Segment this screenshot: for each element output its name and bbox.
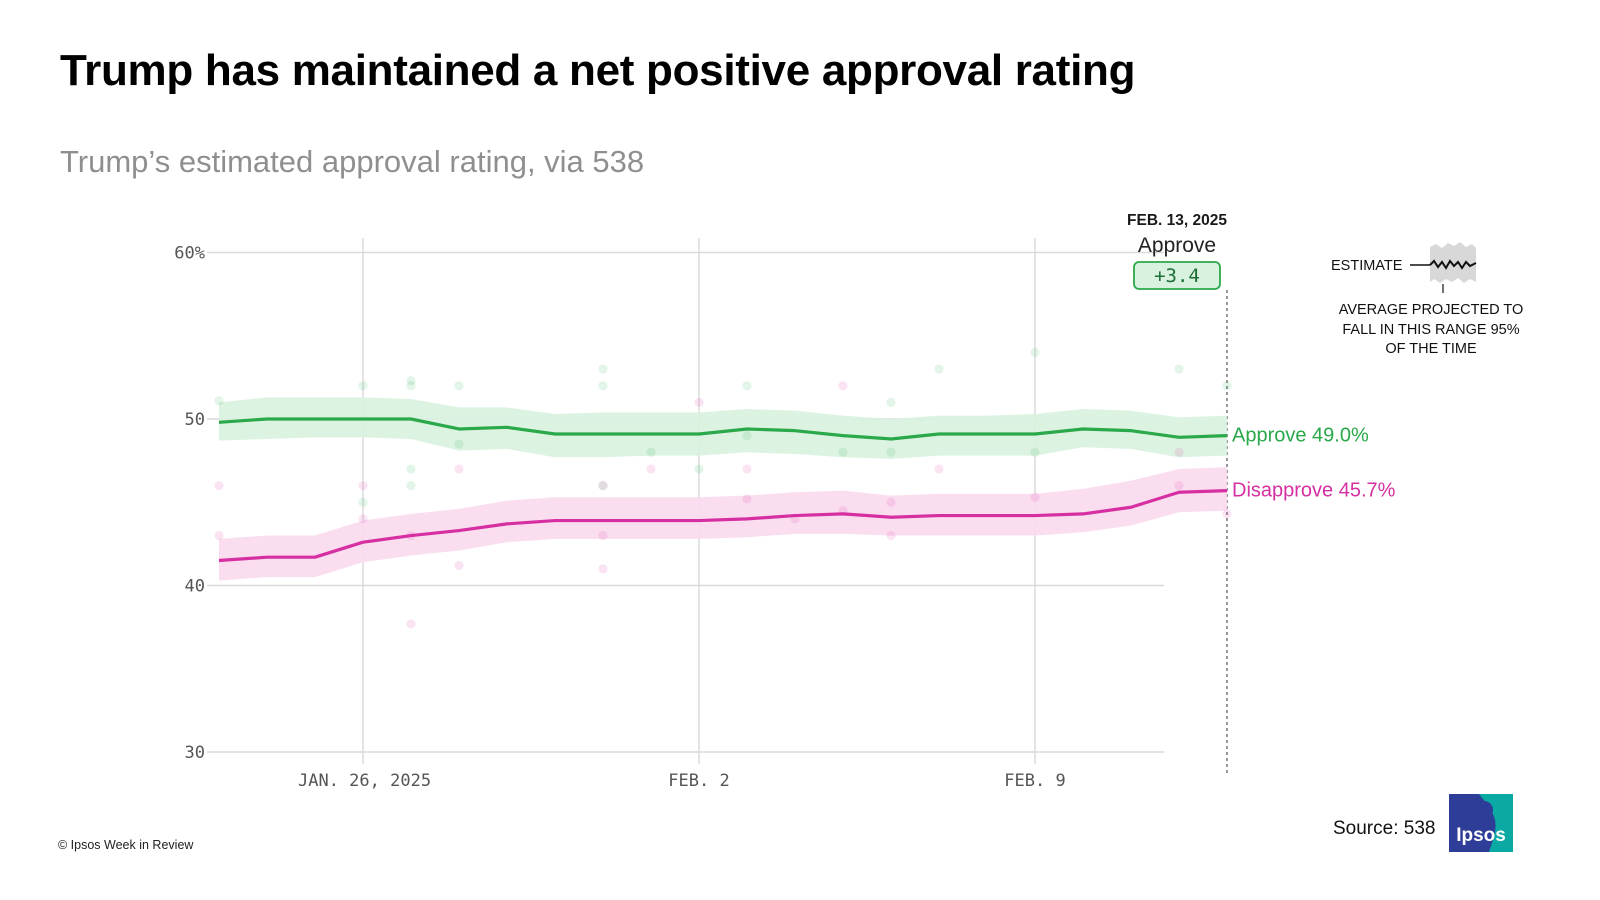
current-date-marker: FEB. 13, 2025 Approve +3.4 [1127, 212, 1227, 290]
approve-poll-point [742, 381, 752, 391]
disapprove-end-label: Disapprove 45.7% [1232, 480, 1396, 502]
approve-poll-point [694, 464, 704, 474]
page-subtitle: Trump’s estimated approval rating, via 5… [60, 144, 645, 179]
y-tick-label: 50 [185, 410, 205, 430]
disapprove-poll-point [454, 560, 464, 571]
disapprove-poll-point [694, 397, 704, 407]
approve-poll-point [1030, 447, 1040, 457]
disapprove-range-band [219, 467, 1227, 581]
marker-date-label: FEB. 13, 2025 [1127, 212, 1227, 229]
disapprove-poll-point [742, 494, 752, 504]
approve-poll-point [1222, 381, 1232, 391]
ipsos-logo-text: Ipsos [1456, 825, 1506, 846]
y-tick-label: 40 [185, 577, 205, 597]
marker-series-label: Approve [1138, 234, 1216, 257]
approve-poll-point [358, 497, 368, 507]
disapprove-poll-point [886, 497, 896, 507]
copyright-notice: © Ipsos Week in Review [58, 838, 194, 852]
approve-line [218, 417, 1228, 441]
approve-poll-point [214, 396, 224, 406]
poll-layer [214, 347, 1232, 629]
disapprove-poll-point [1222, 509, 1232, 519]
band-layer [219, 397, 1227, 581]
disapprove-poll-point [742, 464, 752, 474]
marker-net-box [1133, 261, 1221, 290]
x-tick-label: FEB. 9 [1004, 771, 1065, 791]
approve-poll-point [886, 447, 896, 457]
approve-poll-point [406, 376, 416, 386]
disapprove-poll-point [1030, 492, 1040, 502]
disapprove-poll-point [1174, 481, 1184, 491]
approve-poll-point [454, 439, 464, 449]
approve-range-band [219, 397, 1227, 459]
approve-end-label: Approve 49.0% [1232, 425, 1369, 447]
approve-poll-point [598, 481, 608, 491]
legend-range-band [1430, 242, 1476, 283]
y-tick-label: 30 [185, 743, 205, 763]
x-tick-label: FEB. 2 [668, 771, 729, 791]
legend-estimate-label: ESTIMATE [1331, 258, 1403, 274]
approve-poll-point [454, 381, 464, 391]
x-tick-label: JAN. 26, 2025 [298, 771, 431, 791]
approve-poll-point [598, 381, 608, 391]
label-layer: 60% 50 40 30 JAN. 26, 2025 FEB. 2 FEB. 9 Approv… [174, 244, 1395, 792]
page-title: Trump has maintained a net positive appr… [60, 46, 1136, 95]
approve-poll-point [646, 447, 656, 457]
estimate-legend: ESTIMATE AVERAGE PROJECTED TO FALL IN TH… [1331, 242, 1523, 357]
approve-poll-point [886, 397, 896, 407]
marker-net-label: +3.4 [1154, 265, 1200, 287]
disapprove-poll-point [598, 564, 608, 574]
y-tick-label: 60% [174, 244, 205, 264]
approve-poll-point [934, 364, 944, 374]
approve-poll-point [838, 447, 848, 457]
disapprove-poll-point [598, 530, 608, 541]
disapprove-poll-point [214, 481, 224, 491]
approve-poll-point [598, 364, 608, 374]
disapprove-poll-point [358, 514, 368, 524]
disapprove-poll-point [1174, 447, 1184, 457]
approve-poll-point [406, 481, 416, 491]
disapprove-poll-point [598, 481, 608, 491]
legend-estimate-squiggle [1429, 259, 1477, 270]
ipsos-logo: Ipsos [1449, 794, 1513, 852]
approve-poll-point [358, 381, 368, 391]
ipsos-logo-graphic [1449, 794, 1513, 852]
disapprove-poll-point [646, 464, 656, 474]
approve-poll-point [406, 464, 416, 474]
disapprove-poll-point [934, 464, 944, 474]
disapprove-poll-point [838, 381, 848, 391]
approve-poll-point [406, 381, 416, 391]
disapprove-poll-point [886, 530, 896, 541]
disapprove-poll-point [454, 464, 464, 474]
legend-range-line-2: FALL IN THIS RANGE 95% [1342, 322, 1519, 338]
source-note: Source: 538 [1333, 818, 1436, 839]
legend-range-line-3: OF THE TIME [1385, 341, 1477, 357]
approve-poll-point [1174, 364, 1184, 374]
disapprove-poll-point [358, 481, 368, 491]
approve-poll-point [742, 431, 752, 441]
disapprove-poll-point [214, 530, 224, 541]
disapprove-line [218, 488, 1228, 563]
disapprove-poll-point [406, 619, 416, 629]
approve-poll-point [1030, 347, 1040, 357]
line-layer [218, 417, 1228, 563]
legend-range-line-1: AVERAGE PROJECTED TO [1339, 302, 1524, 318]
